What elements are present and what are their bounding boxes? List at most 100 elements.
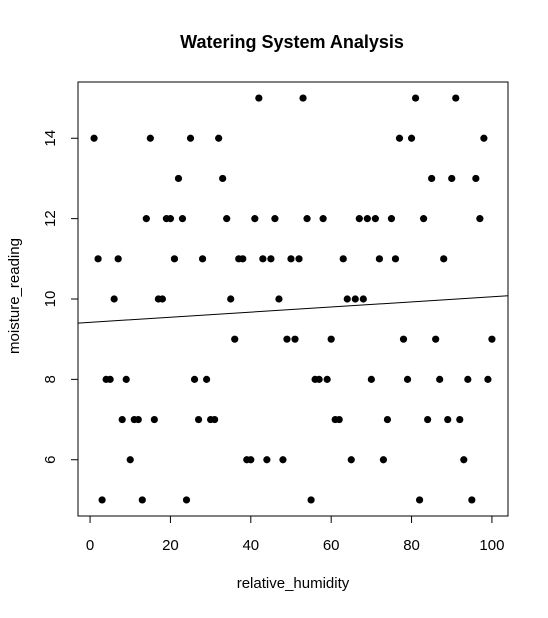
data-point bbox=[279, 456, 287, 464]
data-point bbox=[194, 415, 203, 424]
data-point bbox=[355, 215, 363, 223]
data-point bbox=[303, 215, 311, 223]
data-point bbox=[122, 375, 130, 383]
data-point bbox=[239, 255, 247, 263]
data-point bbox=[371, 215, 379, 223]
data-point bbox=[456, 415, 464, 424]
data-point bbox=[170, 255, 179, 263]
data-point bbox=[142, 215, 150, 223]
data-point bbox=[146, 134, 154, 142]
y-tick-label: 6 bbox=[42, 456, 59, 464]
data-point bbox=[415, 496, 424, 504]
data-point bbox=[391, 255, 400, 263]
data-point bbox=[174, 174, 183, 183]
data-point bbox=[367, 375, 375, 383]
data-point bbox=[190, 375, 199, 383]
data-point bbox=[399, 335, 408, 343]
data-point bbox=[247, 456, 255, 464]
data-point bbox=[395, 134, 404, 142]
data-point bbox=[319, 215, 327, 223]
data-point bbox=[98, 496, 106, 504]
data-point bbox=[488, 335, 496, 343]
y-axis: 6 8 10 12 14 bbox=[42, 130, 79, 464]
data-point bbox=[484, 375, 492, 383]
x-axis-label: relative_humidity bbox=[237, 575, 350, 592]
data-point bbox=[211, 415, 219, 424]
x-tick-label: 100 bbox=[479, 537, 504, 554]
data-point bbox=[114, 255, 122, 263]
data-point bbox=[182, 496, 191, 504]
data-point bbox=[403, 375, 412, 383]
data-point bbox=[424, 415, 432, 424]
data-point bbox=[448, 174, 456, 183]
data-point bbox=[375, 255, 384, 263]
data-point bbox=[150, 415, 158, 424]
regression-line-group bbox=[77, 295, 509, 324]
data-point bbox=[138, 496, 146, 504]
data-point bbox=[464, 375, 472, 383]
data-point bbox=[335, 415, 343, 424]
data-point bbox=[351, 295, 359, 303]
data-point bbox=[440, 255, 448, 263]
y-tick-label: 8 bbox=[42, 375, 59, 383]
data-point bbox=[158, 295, 166, 303]
data-point bbox=[343, 295, 351, 303]
data-point bbox=[323, 375, 331, 383]
data-point bbox=[307, 496, 315, 504]
data-point bbox=[90, 134, 98, 142]
data-point bbox=[436, 375, 444, 383]
y-tick-label: 10 bbox=[42, 291, 59, 308]
data-point bbox=[480, 134, 488, 142]
data-point bbox=[299, 94, 307, 102]
data-point bbox=[460, 456, 468, 464]
data-point bbox=[411, 94, 420, 102]
data-point bbox=[251, 215, 259, 223]
data-point bbox=[472, 174, 480, 183]
x-axis: 0 20 40 60 80 100 bbox=[86, 515, 504, 554]
data-point bbox=[255, 94, 263, 102]
data-point bbox=[118, 415, 126, 424]
data-point bbox=[126, 456, 134, 464]
data-point bbox=[271, 215, 279, 223]
data-point bbox=[327, 335, 335, 343]
data-point bbox=[259, 255, 267, 263]
data-point bbox=[432, 335, 440, 343]
data-point bbox=[275, 295, 283, 303]
data-point bbox=[178, 215, 187, 223]
data-point bbox=[383, 415, 392, 424]
y-tick-label: 12 bbox=[42, 210, 59, 227]
data-point bbox=[223, 215, 231, 223]
data-point bbox=[134, 415, 142, 424]
data-point bbox=[347, 456, 355, 464]
data-point bbox=[202, 375, 211, 383]
data-point bbox=[468, 496, 476, 504]
y-tick-label: 14 bbox=[42, 130, 59, 147]
data-point bbox=[339, 255, 347, 263]
data-point bbox=[267, 255, 275, 263]
plot-frame bbox=[77, 81, 509, 517]
data-point bbox=[186, 134, 195, 142]
data-point bbox=[215, 134, 223, 142]
x-tick-label: 20 bbox=[162, 537, 179, 554]
y-axis-label: moisture_reading bbox=[6, 238, 23, 354]
data-point bbox=[420, 215, 428, 223]
data-point bbox=[110, 295, 118, 303]
data-point bbox=[315, 375, 323, 383]
data-point bbox=[359, 295, 367, 303]
data-point bbox=[363, 215, 371, 223]
data-point bbox=[198, 255, 207, 263]
regression-line bbox=[77, 295, 509, 324]
data-point bbox=[227, 295, 235, 303]
data-point bbox=[444, 415, 452, 424]
x-tick-label: 0 bbox=[86, 537, 94, 554]
data-point bbox=[263, 456, 271, 464]
data-point bbox=[379, 456, 388, 464]
data-point bbox=[387, 215, 396, 223]
data-point bbox=[476, 215, 484, 223]
data-point bbox=[291, 335, 299, 343]
data-point bbox=[287, 255, 295, 263]
data-point bbox=[231, 335, 239, 343]
data-point bbox=[283, 335, 291, 343]
data-point bbox=[295, 255, 303, 263]
